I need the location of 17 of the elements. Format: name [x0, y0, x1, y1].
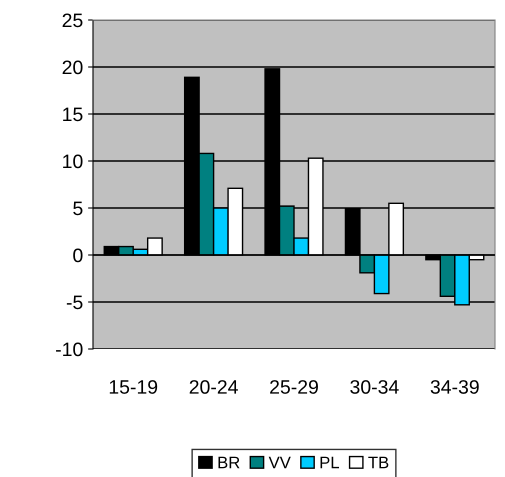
y-tick-label: 20: [62, 60, 83, 74]
x-tick-label: 20-24: [190, 380, 238, 394]
x-tick-label: 34-39: [430, 380, 479, 394]
y-tick-label: -10: [56, 342, 83, 356]
y-tick-label: -5: [66, 296, 82, 310]
y-tick-label: 15: [63, 108, 82, 122]
legend-label: PL: [320, 456, 340, 468]
x-tick-label: 30-34: [350, 380, 399, 394]
y-tick-label: 10: [63, 154, 83, 168]
y-tick-label: 5: [73, 202, 82, 216]
legend-label: VV: [268, 456, 291, 468]
y-tick-label: 0: [73, 248, 83, 262]
x-tick-label: 15-19: [110, 380, 158, 394]
legend-label: TB: [368, 456, 388, 468]
x-tick-label: 25-29: [270, 380, 318, 394]
legend-label: BR: [218, 456, 240, 468]
y-tick-label: 25: [62, 13, 82, 28]
